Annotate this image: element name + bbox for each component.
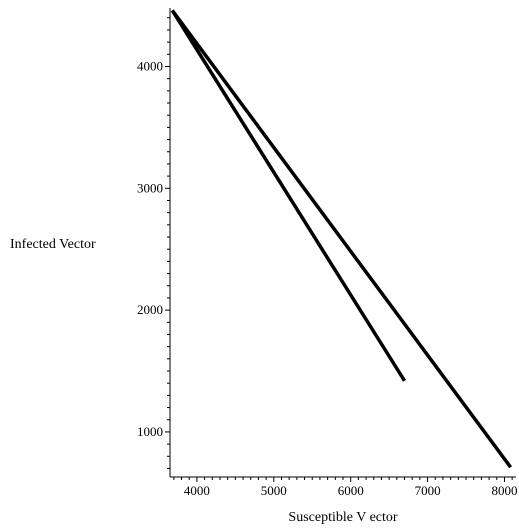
- y-tick-label: 4000: [137, 58, 163, 73]
- y-tick-label: 2000: [137, 302, 163, 317]
- y-tick-label: 3000: [137, 180, 163, 195]
- series-layer: [170, 9, 513, 469]
- x-tick-label: 5000: [261, 483, 287, 498]
- trajectory-line-1: [170, 9, 513, 469]
- y-tick-label: 1000: [137, 424, 163, 439]
- x-axis-ticks: 4000 5000 6000 7000 8000: [173, 477, 517, 498]
- x-tick-label: 8000: [491, 483, 517, 498]
- x-tick-label: 6000: [338, 483, 364, 498]
- x-tick-label: 4000: [184, 483, 210, 498]
- x-tick-label: 7000: [415, 483, 441, 498]
- trajectory-line-2: [170, 9, 406, 382]
- x-axis-title: Susceptible V ector: [288, 510, 397, 525]
- y-axis-ticks: 1000 2000 3000 4000: [137, 17, 170, 469]
- y-axis-title: Infected Vector: [10, 237, 96, 252]
